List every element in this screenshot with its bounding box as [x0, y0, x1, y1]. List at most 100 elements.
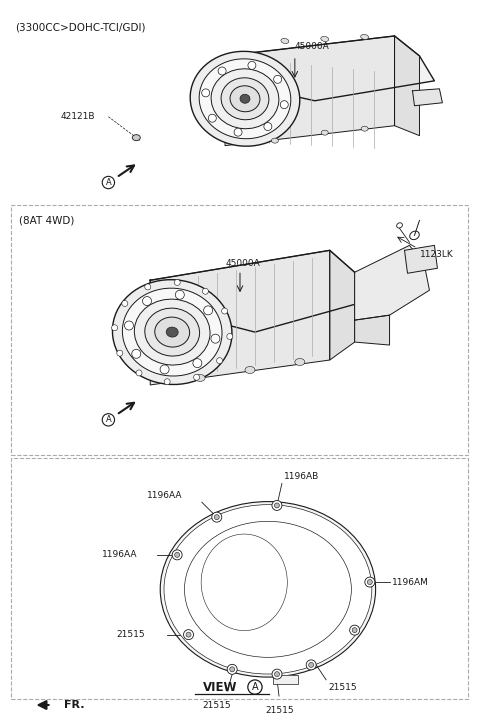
Circle shape — [175, 553, 180, 558]
Ellipse shape — [145, 308, 200, 356]
Circle shape — [350, 625, 360, 635]
Circle shape — [212, 512, 222, 522]
Circle shape — [352, 627, 357, 632]
Circle shape — [274, 503, 279, 508]
Polygon shape — [225, 36, 395, 145]
Circle shape — [202, 89, 210, 97]
Ellipse shape — [132, 134, 140, 140]
Text: A: A — [105, 178, 111, 187]
Text: (3300CC>DOHC-TCI/GDI): (3300CC>DOHC-TCI/GDI) — [15, 23, 145, 33]
Circle shape — [202, 289, 208, 294]
Circle shape — [112, 325, 117, 331]
Polygon shape — [354, 315, 389, 345]
Circle shape — [186, 632, 191, 637]
Circle shape — [174, 279, 180, 286]
Circle shape — [132, 350, 141, 358]
Circle shape — [117, 350, 123, 356]
Text: 21515: 21515 — [265, 706, 294, 715]
Circle shape — [274, 672, 280, 677]
Circle shape — [143, 297, 151, 305]
Ellipse shape — [113, 280, 232, 385]
Circle shape — [308, 662, 314, 667]
Text: 21515: 21515 — [117, 630, 145, 639]
Ellipse shape — [410, 231, 419, 240]
Text: FR.: FR. — [64, 700, 84, 710]
Text: A: A — [251, 682, 258, 692]
Circle shape — [193, 358, 202, 368]
Polygon shape — [225, 36, 434, 101]
Ellipse shape — [397, 222, 402, 228]
Ellipse shape — [201, 534, 287, 630]
Circle shape — [274, 76, 282, 84]
Text: VIEW: VIEW — [203, 680, 237, 694]
Circle shape — [204, 306, 213, 315]
Circle shape — [230, 667, 235, 672]
Circle shape — [272, 500, 282, 510]
Polygon shape — [274, 675, 298, 684]
Circle shape — [172, 550, 182, 560]
Ellipse shape — [321, 130, 328, 135]
Circle shape — [234, 128, 242, 136]
Ellipse shape — [230, 86, 260, 112]
Circle shape — [367, 579, 372, 585]
Ellipse shape — [281, 39, 289, 44]
Text: 1196AB: 1196AB — [284, 473, 319, 481]
Ellipse shape — [134, 299, 210, 365]
Text: 1123LK: 1123LK — [420, 250, 453, 260]
Text: 1196AA: 1196AA — [147, 491, 182, 500]
Circle shape — [160, 365, 169, 374]
Ellipse shape — [272, 138, 278, 143]
Ellipse shape — [295, 358, 305, 366]
Polygon shape — [412, 89, 443, 105]
Ellipse shape — [122, 288, 222, 376]
Circle shape — [175, 290, 184, 300]
Polygon shape — [354, 245, 430, 320]
Text: 42121B: 42121B — [60, 112, 95, 121]
Circle shape — [264, 123, 272, 131]
Ellipse shape — [190, 52, 300, 146]
Circle shape — [125, 321, 134, 330]
Text: A: A — [105, 415, 111, 425]
Polygon shape — [405, 245, 437, 273]
Ellipse shape — [321, 36, 329, 41]
Circle shape — [217, 358, 223, 364]
Circle shape — [136, 370, 142, 376]
Ellipse shape — [221, 78, 269, 120]
Ellipse shape — [195, 374, 205, 382]
Circle shape — [222, 308, 228, 314]
Text: 45000A: 45000A — [295, 42, 330, 51]
Circle shape — [145, 284, 151, 290]
Text: 1196AA: 1196AA — [103, 550, 138, 559]
Circle shape — [194, 374, 200, 380]
Polygon shape — [395, 36, 420, 136]
Ellipse shape — [211, 69, 279, 129]
Ellipse shape — [240, 95, 250, 103]
Ellipse shape — [361, 126, 368, 131]
Ellipse shape — [166, 327, 178, 337]
Circle shape — [227, 664, 237, 675]
Circle shape — [248, 61, 256, 69]
Circle shape — [218, 67, 226, 75]
Ellipse shape — [155, 317, 190, 347]
Circle shape — [183, 630, 194, 640]
Circle shape — [280, 100, 288, 108]
Ellipse shape — [160, 502, 376, 677]
Text: 45000A: 45000A — [226, 260, 261, 268]
Circle shape — [306, 660, 316, 670]
Ellipse shape — [245, 366, 255, 374]
Circle shape — [365, 577, 375, 587]
Polygon shape — [330, 250, 354, 360]
Ellipse shape — [184, 521, 352, 657]
Circle shape — [227, 334, 233, 340]
Ellipse shape — [199, 59, 291, 139]
Ellipse shape — [361, 34, 368, 39]
Circle shape — [214, 515, 219, 520]
Circle shape — [122, 300, 128, 307]
Circle shape — [272, 669, 282, 679]
Ellipse shape — [164, 505, 372, 674]
Text: (8AT 4WD): (8AT 4WD) — [19, 215, 74, 225]
Text: 21515: 21515 — [202, 702, 231, 710]
Circle shape — [164, 379, 170, 385]
Circle shape — [211, 334, 220, 343]
Text: 1196AM: 1196AM — [392, 577, 429, 587]
